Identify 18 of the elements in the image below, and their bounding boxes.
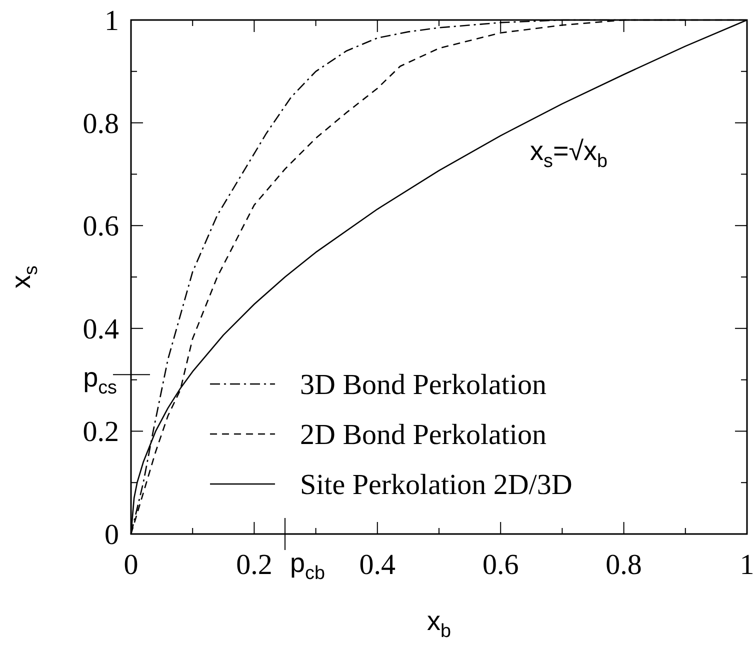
y-tick-label: 1 bbox=[104, 5, 119, 37]
annotation: x$_{s}$=√x$_{b}$ bbox=[530, 136, 608, 172]
y-tick-label: 0 bbox=[104, 519, 119, 551]
ref-line-label: p$_{cs}$ bbox=[83, 362, 117, 398]
ref-line-label: p$_{cb}$ bbox=[290, 548, 325, 584]
x-tick-label: 0.4 bbox=[359, 549, 396, 581]
y-tick-label: 0.4 bbox=[82, 313, 120, 346]
y-tick-label: 0.6 bbox=[82, 210, 119, 243]
legend-label: 3D Bond Perkolation bbox=[300, 369, 547, 401]
y-tick-label: 0.8 bbox=[82, 108, 119, 140]
x-tick-label: 1 bbox=[740, 549, 754, 581]
x-axis-title: x$_{b}$ bbox=[426, 606, 452, 642]
x-tick-label: 0.6 bbox=[482, 549, 519, 581]
y-tick-label: 0.2 bbox=[82, 416, 119, 448]
x-tick-label: 0.2 bbox=[236, 549, 272, 581]
legend-label: 2D Bond Perkolation bbox=[300, 419, 547, 451]
legend-label: Site Perkolation 2D/3D bbox=[300, 469, 572, 501]
x-tick-label: 0.8 bbox=[606, 549, 642, 581]
